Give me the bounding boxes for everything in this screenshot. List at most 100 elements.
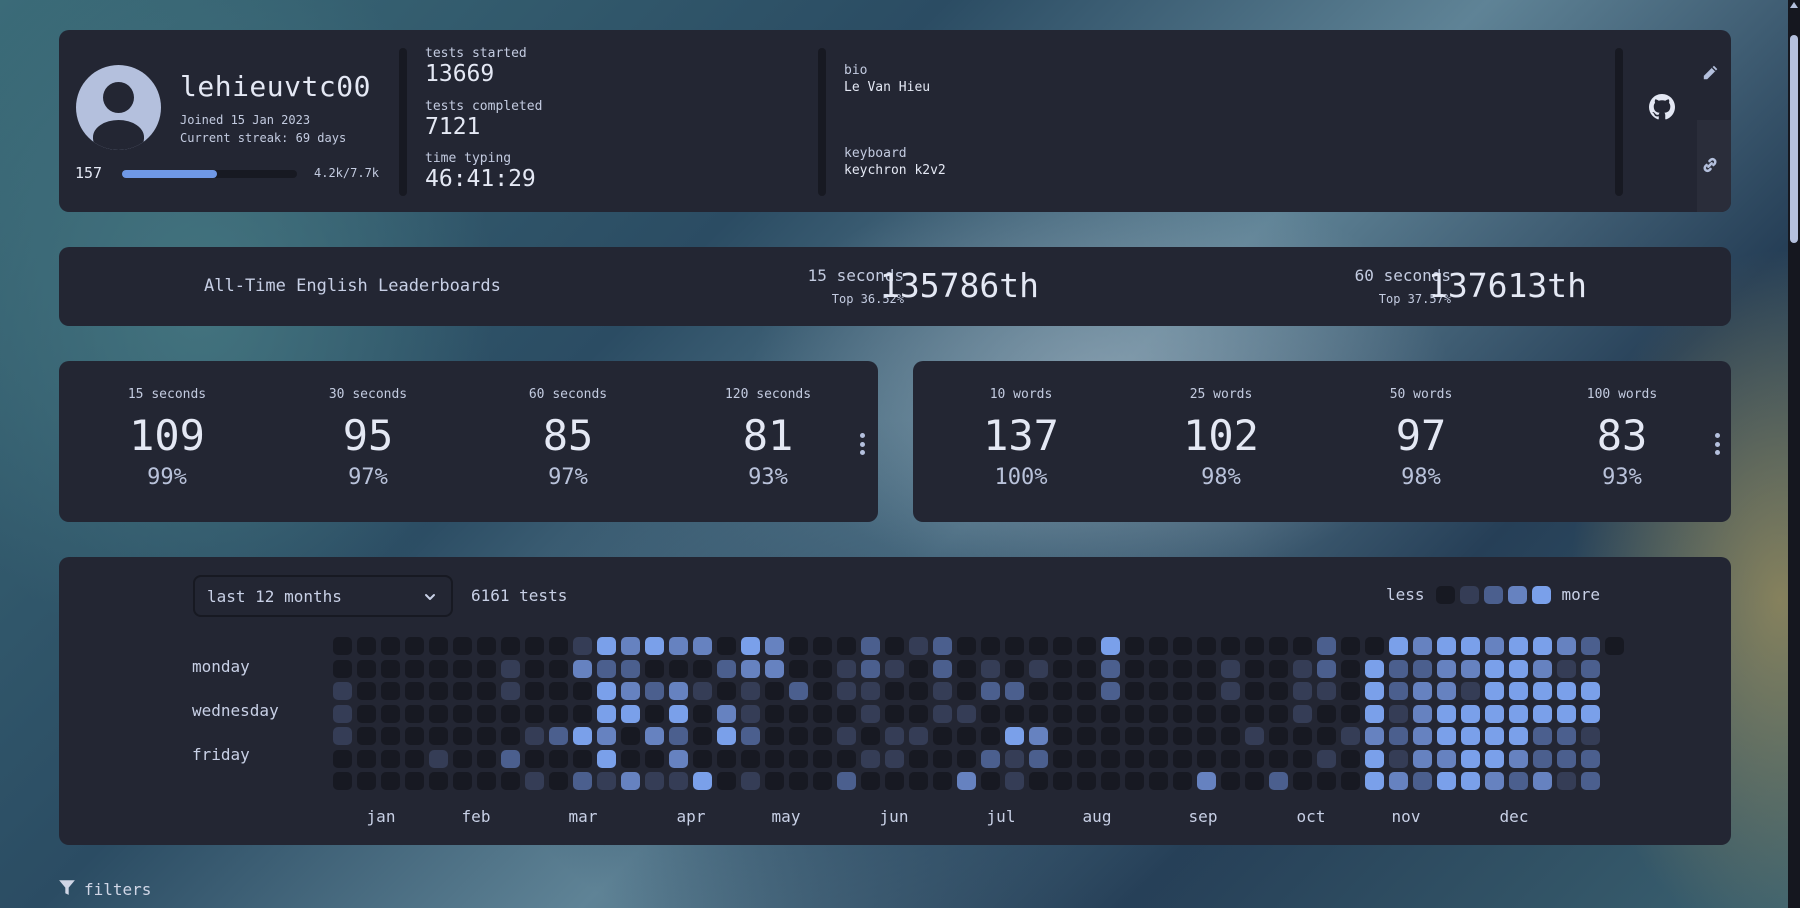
heatmap-cell[interactable] (1581, 637, 1600, 655)
heatmap-cell[interactable] (645, 727, 664, 745)
heatmap-cell[interactable] (1389, 749, 1408, 768)
heatmap-cell[interactable] (837, 727, 856, 745)
heatmap-cell[interactable] (885, 637, 904, 655)
heatmap-cell[interactable] (1245, 727, 1264, 745)
heatmap-cell[interactable] (885, 749, 904, 768)
heatmap-cell[interactable] (381, 727, 400, 745)
heatmap-cell[interactable] (861, 637, 880, 655)
heatmap-cell[interactable] (645, 772, 664, 790)
heatmap-cell[interactable] (597, 727, 616, 745)
heatmap-cell[interactable] (1269, 637, 1288, 655)
heatmap-cell[interactable] (717, 704, 736, 723)
heatmap-cell[interactable] (1269, 749, 1288, 768)
heatmap-cell[interactable] (357, 637, 376, 655)
heatmap-cell[interactable] (1005, 772, 1024, 790)
heatmap-cell[interactable] (1005, 749, 1024, 768)
heatmap-cell[interactable] (669, 659, 688, 678)
heatmap-cell[interactable] (981, 749, 1000, 768)
heatmap-cell[interactable] (597, 704, 616, 723)
heatmap-cell[interactable] (1005, 659, 1024, 678)
heatmap-cell[interactable] (621, 772, 640, 790)
heatmap-cell[interactable] (933, 637, 952, 655)
heatmap-cell[interactable] (1005, 727, 1024, 745)
heatmap-cell[interactable] (1557, 682, 1576, 700)
heatmap-cell[interactable] (837, 682, 856, 700)
heatmap-cell[interactable] (1509, 772, 1528, 790)
heatmap-cell[interactable] (909, 682, 928, 700)
heatmap-cell[interactable] (1485, 637, 1504, 655)
heatmap-cell[interactable] (1125, 682, 1144, 700)
heatmap-cell[interactable] (573, 637, 592, 655)
heatmap-cell[interactable] (477, 749, 496, 768)
heatmap-cell[interactable] (1413, 749, 1432, 768)
heatmap-cell[interactable] (1317, 727, 1336, 745)
heatmap-cell[interactable] (1293, 659, 1312, 678)
heatmap-cell[interactable] (1557, 704, 1576, 723)
heatmap-cell[interactable] (933, 749, 952, 768)
heatmap-cell[interactable] (1149, 682, 1168, 700)
heatmap-cell[interactable] (885, 772, 904, 790)
heatmap-cell[interactable] (1533, 772, 1552, 790)
heatmap-cell[interactable] (1509, 682, 1528, 700)
scrollbar[interactable] (1788, 0, 1800, 908)
heatmap-cell[interactable] (1485, 659, 1504, 678)
heatmap-cell[interactable] (1221, 637, 1240, 655)
heatmap-cell[interactable] (957, 682, 976, 700)
heatmap-cell[interactable] (957, 704, 976, 723)
heatmap-cell[interactable] (741, 659, 760, 678)
heatmap-cell[interactable] (669, 682, 688, 700)
heatmap-cell[interactable] (1269, 772, 1288, 790)
heatmap-cell[interactable] (333, 727, 352, 745)
heatmap-cell[interactable] (1413, 659, 1432, 678)
heatmap-cell[interactable] (333, 637, 352, 655)
heatmap-cell[interactable] (981, 682, 1000, 700)
heatmap-cell[interactable] (981, 659, 1000, 678)
heatmap-cell[interactable] (1485, 682, 1504, 700)
heatmap-cell[interactable] (1389, 704, 1408, 723)
heatmap-cell[interactable] (1437, 637, 1456, 655)
heatmap-cell[interactable] (1149, 749, 1168, 768)
heatmap-cell[interactable] (1605, 637, 1624, 655)
heatmap-cell[interactable] (933, 727, 952, 745)
heatmap-cell[interactable] (1533, 637, 1552, 655)
heatmap-cell[interactable] (1533, 749, 1552, 768)
heatmap-cell[interactable] (549, 772, 568, 790)
heatmap-cell[interactable] (1389, 637, 1408, 655)
heatmap-cell[interactable] (837, 772, 856, 790)
heatmap-cell[interactable] (1101, 682, 1120, 700)
heatmap-cell[interactable] (1245, 704, 1264, 723)
heatmap-cell[interactable] (1197, 749, 1216, 768)
heatmap-cell[interactable] (1029, 659, 1048, 678)
heatmap-cell[interactable] (453, 637, 472, 655)
heatmap-cell[interactable] (1245, 772, 1264, 790)
heatmap-cell[interactable] (1173, 637, 1192, 655)
heatmap-cell[interactable] (429, 727, 448, 745)
heatmap-cell[interactable] (693, 682, 712, 700)
heatmap-cell[interactable] (1389, 772, 1408, 790)
heatmap-cell[interactable] (717, 682, 736, 700)
heatmap-cell[interactable] (1245, 637, 1264, 655)
heatmap-cell[interactable] (381, 637, 400, 655)
heatmap-cell[interactable] (1341, 637, 1360, 655)
heatmap-cell[interactable] (405, 637, 424, 655)
heatmap-cell[interactable] (741, 637, 760, 655)
heatmap-cell[interactable] (669, 749, 688, 768)
heatmap-cell[interactable] (1509, 637, 1528, 655)
heatmap-cell[interactable] (525, 704, 544, 723)
heatmap-cell[interactable] (1557, 749, 1576, 768)
heatmap-cell[interactable] (1245, 749, 1264, 768)
heatmap-cell[interactable] (429, 749, 448, 768)
heatmap-cell[interactable] (1509, 727, 1528, 745)
heatmap-cell[interactable] (1485, 749, 1504, 768)
heatmap-cell[interactable] (1461, 727, 1480, 745)
heatmap-cell[interactable] (1125, 727, 1144, 745)
heatmap-cell[interactable] (1581, 682, 1600, 700)
heatmap-cell[interactable] (333, 659, 352, 678)
heatmap-cell[interactable] (573, 727, 592, 745)
heatmap-cell[interactable] (1173, 682, 1192, 700)
heatmap-cell[interactable] (1509, 659, 1528, 678)
heatmap-cell[interactable] (1365, 749, 1384, 768)
heatmap-cell[interactable] (1269, 704, 1288, 723)
heatmap-cell[interactable] (1149, 659, 1168, 678)
heatmap-cell[interactable] (357, 727, 376, 745)
